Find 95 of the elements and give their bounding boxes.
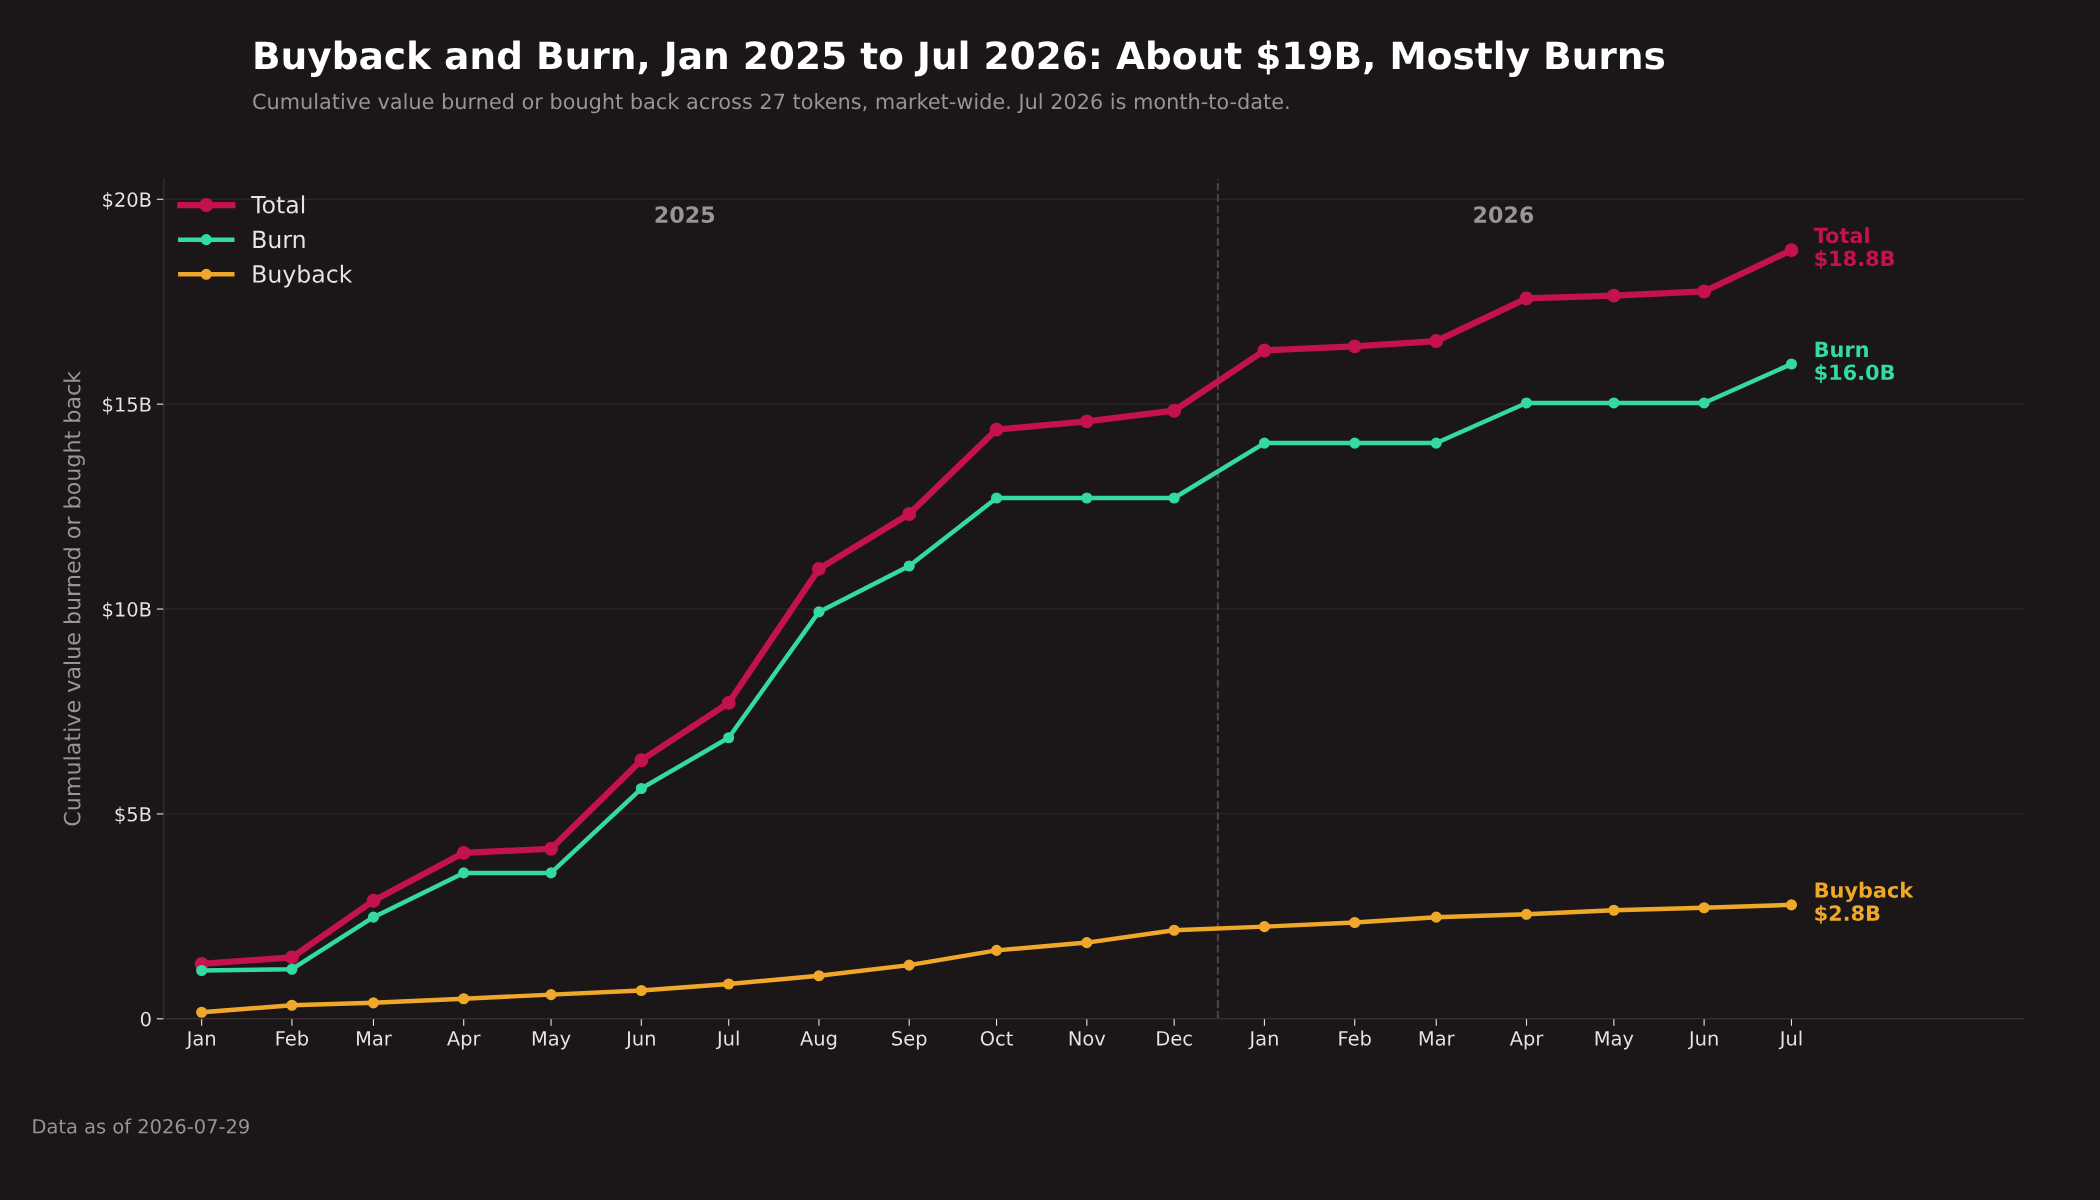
point <box>1520 908 1533 920</box>
point <box>634 753 649 768</box>
y-tick-label: $10B <box>103 601 151 620</box>
point <box>1430 437 1442 449</box>
annotation: 2025 <box>655 206 715 224</box>
point <box>367 911 380 923</box>
point <box>458 993 470 1005</box>
chart-subtitle: Cumulative value burned or bought back across 27 tokens, market-wide. Jul 2026 is month-to-date. <box>253 93 1289 114</box>
point <box>723 978 735 990</box>
x-tick-label: Jan <box>185 1031 215 1050</box>
point <box>1258 921 1270 933</box>
point <box>723 732 735 744</box>
point <box>721 695 736 710</box>
x-tick-label: Nov <box>1069 1031 1106 1046</box>
x-tick-label: May <box>532 1031 571 1050</box>
point <box>1081 937 1093 949</box>
point <box>1784 243 1799 258</box>
legend-label: Burn <box>253 230 305 249</box>
y-tick-label: $5B <box>115 806 151 825</box>
text: Buyback <box>1815 881 1914 903</box>
point <box>811 561 826 576</box>
point <box>545 989 557 1001</box>
point <box>1698 397 1710 409</box>
y-tick-label: $15B <box>103 396 151 415</box>
x-tick-label: Feb <box>1339 1030 1371 1046</box>
point <box>813 606 825 618</box>
x-tick-label: Jul <box>1778 1030 1802 1050</box>
point <box>635 782 647 795</box>
point <box>545 867 557 879</box>
point <box>458 867 470 879</box>
point <box>1785 899 1798 911</box>
point <box>1606 288 1621 303</box>
point <box>635 984 647 997</box>
x-tick-label: Sep <box>892 1030 927 1050</box>
point <box>286 999 298 1011</box>
x-tick-label: Oct <box>980 1030 1013 1046</box>
point <box>1347 339 1362 354</box>
point <box>903 959 915 971</box>
x-tick-label: Aug <box>800 1031 837 1050</box>
point <box>989 422 1004 437</box>
point <box>1520 397 1533 409</box>
point <box>1430 911 1442 923</box>
point <box>1168 492 1180 504</box>
point <box>1697 284 1712 299</box>
point <box>196 964 208 977</box>
text: Burn <box>1815 341 1868 358</box>
point <box>1429 334 1444 349</box>
point <box>1167 403 1182 418</box>
point <box>1079 414 1094 429</box>
point <box>196 1006 208 1018</box>
x-tick-label: Dec <box>1157 1031 1192 1046</box>
point <box>1349 437 1361 449</box>
point <box>1257 343 1272 358</box>
x-tick-label: Jun <box>1687 1031 1718 1050</box>
text: Total <box>1813 227 1869 244</box>
point <box>1258 437 1270 449</box>
x-tick-label: Jan <box>1248 1031 1278 1050</box>
text: Data as of 2026-07-29 <box>33 1118 249 1134</box>
x-tick-label: Apr <box>447 1031 481 1050</box>
legend-label: Buyback <box>253 264 353 288</box>
point <box>1349 916 1361 929</box>
point <box>902 507 917 521</box>
point <box>1519 291 1534 306</box>
point <box>286 963 298 975</box>
data-label: $18.8B <box>1815 250 1894 269</box>
point <box>367 997 380 1009</box>
point <box>456 845 471 860</box>
point <box>991 492 1003 504</box>
x-tick-label: Mar <box>1419 1031 1455 1046</box>
data-label: $2.8B <box>1815 904 1880 924</box>
point <box>284 950 299 965</box>
point <box>991 944 1003 956</box>
x-tick-label: May <box>1595 1031 1634 1050</box>
point <box>1785 358 1798 370</box>
x-tick-label: Feb <box>276 1030 309 1046</box>
point <box>1081 492 1093 504</box>
point <box>1608 397 1620 409</box>
point <box>1168 924 1180 936</box>
x-tick-label: Jul <box>715 1030 739 1050</box>
data-label: $16.0B <box>1815 364 1894 383</box>
point <box>813 970 825 982</box>
y-axis-title: Cumulative value burned or bought back <box>63 370 85 826</box>
legend-label: Total <box>251 195 305 214</box>
x-tick-label: Apr <box>1509 1031 1544 1050</box>
point <box>366 893 381 908</box>
y-tick-label: 0 <box>140 1011 151 1027</box>
y-tick-label: $20B <box>103 191 151 210</box>
chart-title: Buyback and Burn, Jan 2025 to Jul 2026: About $19B, Mostly Burns <box>255 40 1665 78</box>
point <box>1698 902 1710 914</box>
annotation: 2026 <box>1474 206 1534 224</box>
point <box>1608 904 1620 916</box>
point <box>544 841 559 856</box>
point <box>903 560 915 572</box>
x-tick-label: Mar <box>357 1031 392 1046</box>
x-tick-label: Jun <box>625 1031 655 1050</box>
